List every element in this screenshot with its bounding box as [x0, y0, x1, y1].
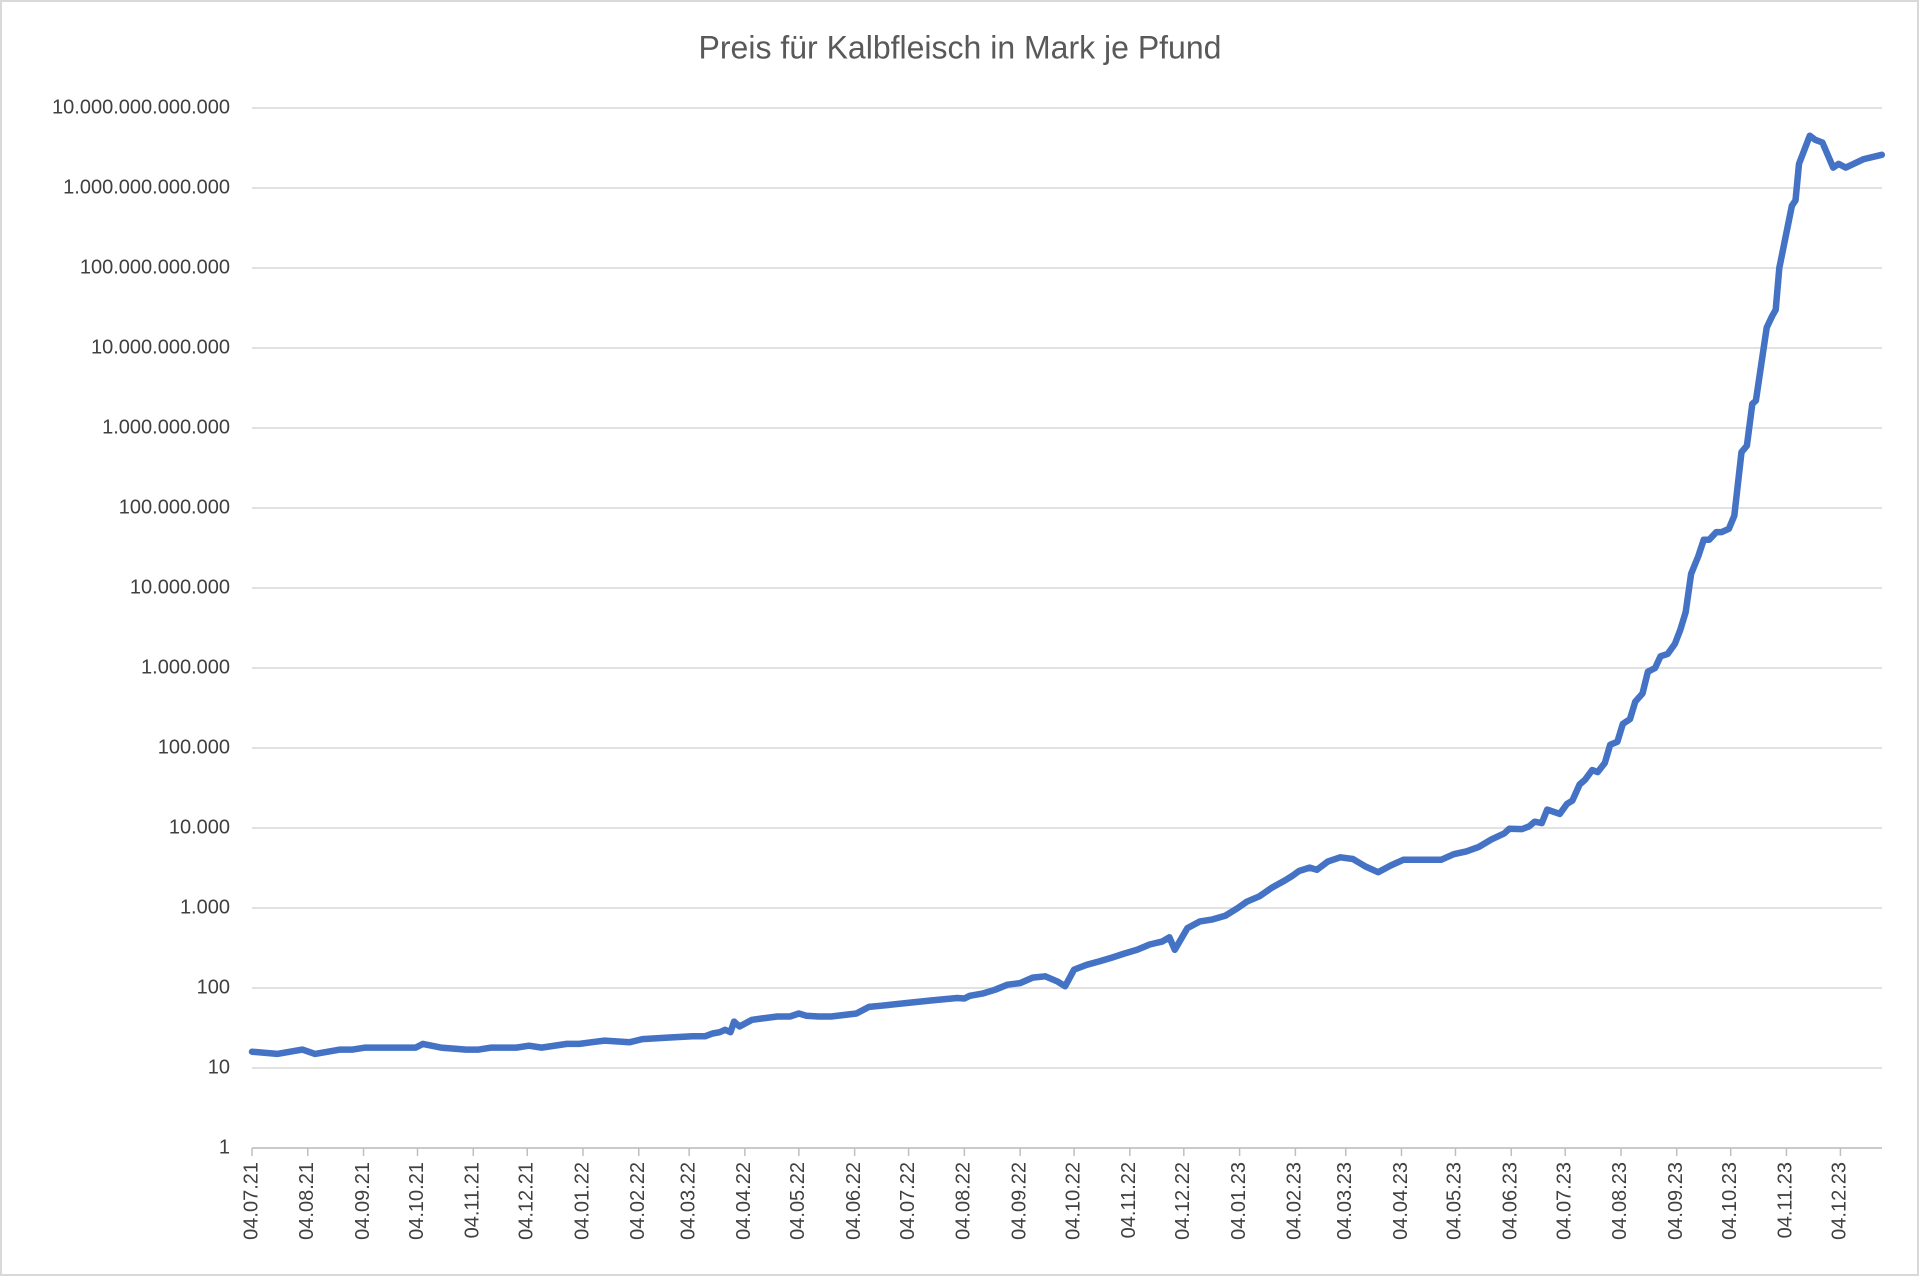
x-tick-label: 04.05.22 [787, 1162, 809, 1240]
x-tick-label: 04.05.23 [1444, 1162, 1466, 1240]
y-tick-label: 10.000.000.000 [91, 336, 230, 358]
x-tick-label: 04.09.21 [352, 1162, 374, 1240]
y-tick-label: 100.000.000.000 [80, 256, 230, 278]
x-tick-label: 04.02.22 [627, 1162, 649, 1240]
y-tick-label: 1.000.000.000.000 [63, 176, 230, 198]
x-tick-label: 04.07.21 [240, 1162, 262, 1240]
x-tick-label: 04.02.23 [1284, 1162, 1306, 1240]
x-tick-label: 04.08.22 [953, 1162, 975, 1240]
x-tick-label: 04.03.22 [677, 1162, 699, 1240]
x-tick-label: 04.01.23 [1228, 1162, 1250, 1240]
x-tick-label: 04.12.23 [1829, 1162, 1851, 1240]
y-tick-label: 100.000 [158, 736, 230, 758]
y-tick-label: 100.000.000 [119, 496, 230, 518]
x-tick-label: 04.03.23 [1334, 1162, 1356, 1240]
x-tick-label: 04.11.23 [1775, 1162, 1797, 1238]
y-tick-label: 10.000.000 [130, 576, 230, 598]
x-tick-label: 04.12.22 [1172, 1162, 1194, 1240]
y-tick-label: 1.000 [180, 896, 230, 918]
x-tick-label: 04.11.21 [462, 1162, 484, 1238]
x-tick-label: 04.07.23 [1553, 1162, 1575, 1240]
x-tick-label: 04.10.23 [1719, 1162, 1741, 1240]
y-tick-label: 1.000.000.000 [102, 416, 230, 438]
x-tick-label: 04.10.21 [406, 1162, 428, 1240]
x-tick-label: 04.08.21 [296, 1162, 318, 1240]
x-tick-label: 04.01.22 [571, 1162, 593, 1240]
x-tick-label: 04.08.23 [1609, 1162, 1631, 1240]
x-tick-label: 04.10.22 [1062, 1162, 1084, 1240]
x-tick-label: 04.04.22 [733, 1162, 755, 1240]
chart-title: Preis für Kalbfleisch in Mark je Pfund [699, 29, 1222, 65]
y-tick-label: 10.000 [169, 816, 230, 838]
x-tick-label: 04.06.23 [1500, 1162, 1522, 1240]
x-tick-label: 04.12.21 [516, 1162, 538, 1240]
x-tick-label: 04.07.22 [897, 1162, 919, 1240]
y-tick-label: 1.000.000 [141, 656, 230, 678]
x-tick-label: 04.09.22 [1008, 1162, 1030, 1240]
y-tick-label: 10 [208, 1056, 230, 1078]
y-tick-label: 100 [197, 976, 230, 998]
data-line [248, 132, 1886, 1058]
x-tick-label: 04.04.23 [1390, 1162, 1412, 1240]
x-tick-label: 04.06.22 [843, 1162, 865, 1240]
x-tick-label: 04.11.22 [1118, 1162, 1140, 1238]
y-tick-label: 10.000.000.000.000 [52, 96, 230, 118]
y-tick-label: 1 [219, 1136, 230, 1158]
x-tick-label: 04.09.23 [1665, 1162, 1687, 1240]
